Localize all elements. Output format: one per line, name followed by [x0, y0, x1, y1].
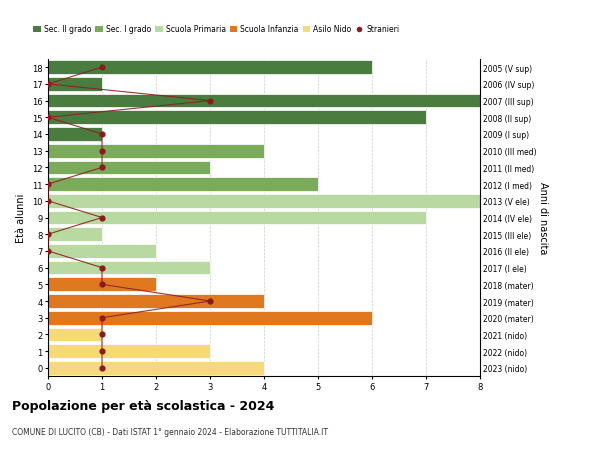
Point — [43, 231, 53, 238]
Y-axis label: Età alunni: Età alunni — [16, 193, 26, 243]
Point — [43, 248, 53, 255]
Bar — [48, 161, 210, 175]
Point — [97, 214, 107, 222]
Point — [97, 281, 107, 288]
Point — [205, 98, 215, 105]
Legend: Sec. II grado, Sec. I grado, Scuola Primaria, Scuola Infanzia, Asilo Nido, Stran: Sec. II grado, Sec. I grado, Scuola Prim… — [30, 22, 402, 37]
Bar — [48, 211, 426, 225]
Bar — [48, 61, 372, 75]
Bar — [48, 128, 102, 141]
Bar — [48, 95, 480, 108]
Bar — [48, 178, 318, 191]
Point — [43, 181, 53, 188]
Bar — [48, 195, 480, 208]
Point — [43, 114, 53, 122]
Bar — [48, 261, 210, 275]
Point — [97, 131, 107, 138]
Text: COMUNE DI LUCITO (CB) - Dati ISTAT 1° gennaio 2024 - Elaborazione TUTTITALIA.IT: COMUNE DI LUCITO (CB) - Dati ISTAT 1° ge… — [12, 427, 328, 436]
Bar — [48, 111, 426, 125]
Bar — [48, 228, 102, 241]
Point — [97, 348, 107, 355]
Point — [97, 164, 107, 172]
Bar — [48, 245, 156, 258]
Bar — [48, 278, 156, 291]
Bar — [48, 295, 264, 308]
Point — [97, 364, 107, 372]
Bar — [48, 145, 264, 158]
Point — [43, 81, 53, 88]
Bar — [48, 328, 102, 341]
Point — [97, 148, 107, 155]
Point — [97, 264, 107, 272]
Point — [97, 331, 107, 338]
Point — [97, 64, 107, 72]
Bar — [48, 361, 264, 375]
Point — [97, 314, 107, 322]
Bar — [48, 78, 102, 91]
Bar — [48, 311, 372, 325]
Bar — [48, 345, 210, 358]
Y-axis label: Anni di nascita: Anni di nascita — [538, 182, 548, 254]
Point — [43, 198, 53, 205]
Point — [205, 298, 215, 305]
Text: Popolazione per età scolastica - 2024: Popolazione per età scolastica - 2024 — [12, 399, 274, 412]
